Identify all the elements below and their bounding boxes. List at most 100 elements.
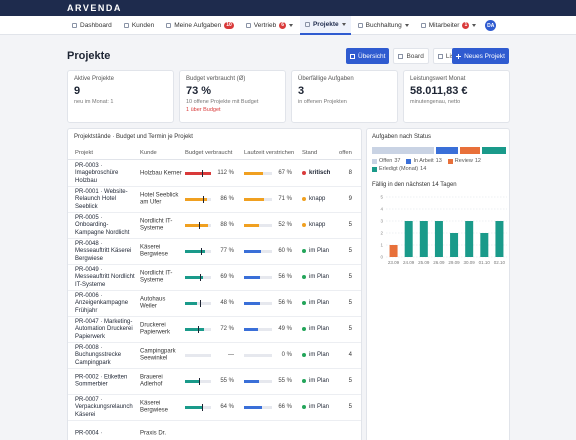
column-header: Projekt bbox=[75, 150, 94, 156]
top-bar: ARVENDA bbox=[0, 0, 576, 16]
bar bbox=[465, 221, 474, 257]
time-marker bbox=[202, 404, 204, 411]
nav-label: Projekte bbox=[312, 21, 339, 28]
nav-icon bbox=[420, 23, 426, 28]
status-segment bbox=[482, 147, 506, 154]
view-button[interactable]: Board bbox=[393, 48, 429, 64]
nav-label: Dashboard bbox=[80, 22, 112, 29]
table-row[interactable]: PR-0006 · Anzeigenkampagne Frühjahr Autoh… bbox=[68, 291, 361, 317]
table-row[interactable]: PR-0047 · Marketing-Automation Druckerei… bbox=[68, 317, 361, 343]
kpi-row: Aktive Projekte 9 neu im Monat: 1 Budget ve… bbox=[67, 70, 510, 123]
open-count: 5 bbox=[348, 222, 352, 228]
time-label: 67 % bbox=[278, 170, 292, 176]
budget-label: 77 % bbox=[220, 248, 234, 254]
nav-label: Vertrieb bbox=[253, 22, 277, 29]
time-label: 66 % bbox=[278, 404, 292, 410]
time-track bbox=[244, 172, 272, 175]
client-name: Brauerei Adlerhof bbox=[140, 374, 163, 388]
view-button[interactable]: Übersicht bbox=[346, 48, 390, 64]
status-dot bbox=[302, 353, 306, 357]
time-bar bbox=[244, 406, 263, 409]
nav-item[interactable]: Meine Aufgaben 10 bbox=[161, 16, 239, 35]
project-name: PR-0003 · Imagebroschüre Holzbau bbox=[75, 162, 119, 184]
time-marker bbox=[200, 248, 202, 255]
x-tick-label: 25.09 bbox=[418, 260, 430, 265]
time-marker bbox=[203, 196, 205, 203]
nav-item[interactable]: Vertrieb 6 bbox=[241, 16, 298, 35]
legend-name: Review bbox=[454, 158, 473, 164]
table-row[interactable]: PR-0048 · Messeauftritt Käserei Bergwies… bbox=[68, 239, 361, 265]
kpi-card: Aktive Projekte 9 neu im Monat: 1 bbox=[67, 70, 174, 123]
time-track bbox=[244, 224, 272, 227]
nav-item[interactable]: Kunden bbox=[119, 16, 159, 35]
avatar[interactable]: DA bbox=[485, 20, 497, 31]
table-row[interactable]: PR-0003 · Imagebroschüre Holzbau Holzbau … bbox=[68, 161, 361, 187]
open-count: 5 bbox=[348, 300, 352, 306]
legend-swatch bbox=[372, 166, 377, 172]
project-name: PR-0008 · Buchungsstrecke Campingpark bbox=[75, 344, 122, 366]
kpi-value: 9 bbox=[74, 85, 81, 97]
legend-swatch bbox=[447, 158, 453, 164]
kpi-label: Überfällige Aufgaben bbox=[298, 76, 354, 82]
x-tick-label: 23.09 bbox=[388, 260, 400, 265]
x-tick-label: 30.09 bbox=[464, 260, 476, 265]
time-label: 56 % bbox=[278, 300, 292, 306]
time-marker bbox=[199, 300, 201, 307]
nav-item[interactable]: Buchhaltung bbox=[353, 16, 414, 35]
x-tick-label: 24.09 bbox=[403, 260, 415, 265]
table-row[interactable]: PR-0049 · Messeauftritt Nordlicht IT-Sys… bbox=[68, 265, 361, 291]
time-track bbox=[244, 250, 272, 253]
client-name: Praxis Dr. bbox=[140, 429, 167, 436]
logo: ARVENDA bbox=[67, 3, 122, 13]
time-bar bbox=[244, 276, 260, 279]
time-bar bbox=[244, 328, 258, 331]
nav-label: Mitarbeiter bbox=[428, 22, 460, 29]
status-dot bbox=[302, 249, 306, 253]
open-count: 4 bbox=[348, 352, 352, 358]
status-label: im Plan bbox=[309, 300, 330, 306]
nav-item[interactable]: Projekte bbox=[299, 16, 351, 35]
kpi-note: in offenen Projekten bbox=[298, 99, 347, 105]
project-name: PR-0049 · Messeauftritt Nordlicht IT-Sys… bbox=[75, 266, 135, 288]
kpi-value: 58.011,83 € bbox=[410, 85, 468, 97]
kpi-alert: 1 über Budget bbox=[186, 107, 221, 113]
budget-bar bbox=[185, 198, 208, 201]
new-project-button[interactable]: Neues Projekt bbox=[452, 48, 509, 64]
nav-item[interactable]: Dashboard bbox=[67, 16, 117, 35]
legend-value: 37 bbox=[394, 158, 401, 164]
client-name: Autohaus Weiler bbox=[140, 296, 166, 310]
header-rule bbox=[68, 159, 361, 160]
nav-icon bbox=[72, 23, 77, 28]
kpi-label: Aktive Projekte bbox=[74, 76, 115, 82]
view-icon bbox=[350, 53, 355, 59]
table-row[interactable]: PR-0005 · Onboarding-Kampagne Nordlicht N… bbox=[68, 213, 361, 239]
budget-bar bbox=[185, 328, 204, 331]
column-header: Laufzeit verstrichen bbox=[244, 150, 295, 156]
status-segment bbox=[436, 147, 459, 154]
client-name: Holzbau Kerner bbox=[140, 169, 182, 176]
table-row[interactable]: PR-0002 · Etiketten Sommerbier Brauerei A… bbox=[68, 369, 361, 395]
legend-swatch bbox=[372, 158, 377, 164]
table-row[interactable]: PR-0004 · Praxis Dr. bbox=[68, 421, 361, 440]
table-row[interactable]: PR-0008 · Buchungsstrecke Campingpark Cam… bbox=[68, 343, 361, 369]
nav-label: Buchhaltung bbox=[365, 22, 402, 29]
y-tick-label: 1 bbox=[380, 243, 383, 248]
nav-icon bbox=[357, 23, 363, 28]
budget-bar bbox=[185, 406, 202, 409]
table-row[interactable]: PR-0001 · Website-Relaunch Hotel Seeblic… bbox=[68, 187, 361, 213]
budget-label: 48 % bbox=[220, 300, 234, 306]
panel-title: Aufgaben nach Status bbox=[372, 134, 432, 140]
status-dot bbox=[302, 327, 306, 331]
budget-bar bbox=[185, 302, 198, 305]
status-label: knapp bbox=[309, 222, 326, 228]
status-label: im Plan bbox=[309, 248, 330, 254]
status-legend: Offen 37 In Arbeit 13 Review 12 Erledigt (Mona… bbox=[372, 158, 506, 172]
time-track bbox=[244, 406, 272, 409]
table-row[interactable]: PR-0007 · Verpackungsrelaunch Käserei Käs… bbox=[68, 395, 361, 421]
y-tick-label: 5 bbox=[380, 195, 383, 200]
legend-entry: Offen 37 bbox=[372, 158, 400, 164]
chart-title: Fällig in den nächsten 14 Tagen bbox=[372, 182, 457, 188]
time-marker bbox=[197, 326, 199, 333]
nav-item[interactable]: Mitarbeiter 1 bbox=[416, 16, 482, 35]
